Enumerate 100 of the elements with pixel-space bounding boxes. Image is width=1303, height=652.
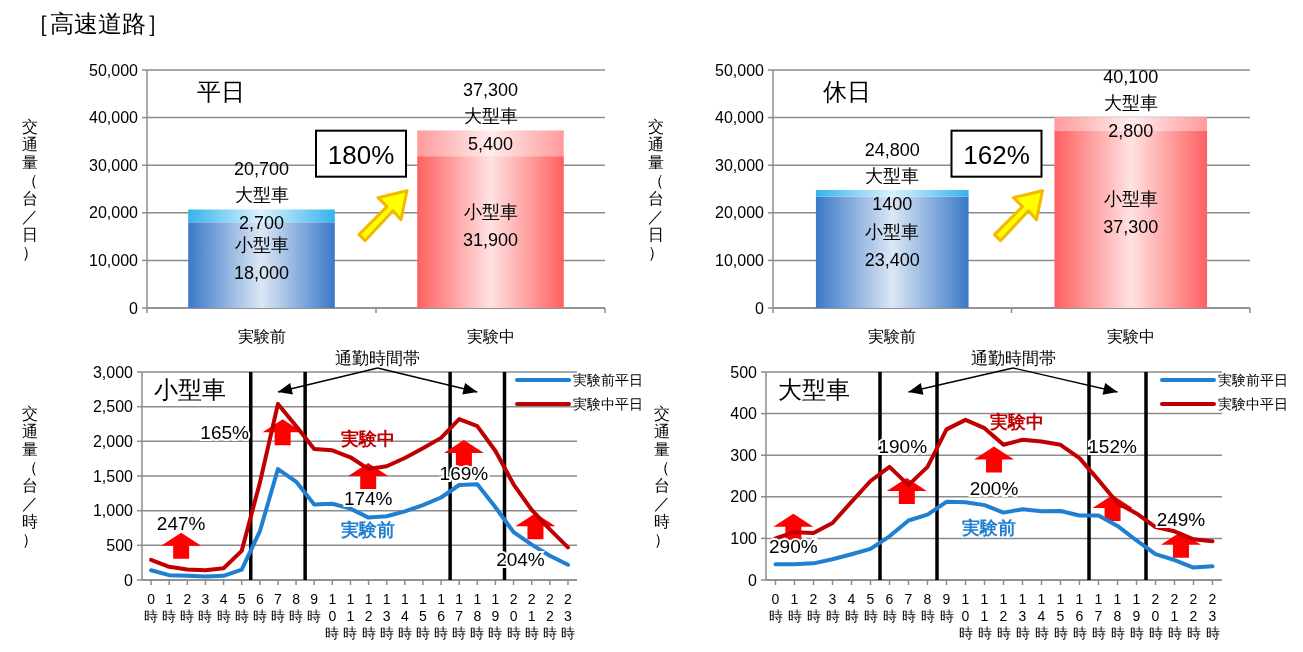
x-tick-label: 13時 [379, 591, 394, 641]
x-tick-label: 1時 [162, 591, 177, 624]
data-label: 23,400 [864, 250, 920, 271]
x-tick-label: 2時 [806, 591, 821, 624]
x-tick-label: 22時 [542, 591, 557, 641]
annotation: 実験中 [988, 411, 1044, 432]
y-axis-title: 交通量（台／時） [22, 404, 38, 548]
x-tick-label: 実験前 [868, 328, 917, 345]
x-tick-label: 19時 [488, 591, 503, 641]
text: ［高速道路］ [26, 10, 170, 37]
x-tick-label: 18時 [1110, 591, 1125, 641]
x-tick-label: 9時 [307, 591, 322, 624]
text: 小型車 [463, 202, 518, 223]
y-tick-label: 20,000 [89, 204, 139, 222]
chart-title: 休日 [823, 78, 871, 105]
annotation: 実験中 [340, 428, 396, 449]
y-tick-label: 100 [730, 529, 758, 547]
y-tick-label: 0 [129, 299, 139, 317]
annotation: 162% [963, 139, 1030, 170]
x-tick-label: 21時 [524, 591, 539, 641]
x-tick-label: 0時 [144, 591, 159, 624]
x-tick-label: 10時 [325, 591, 340, 641]
annotation: 249% [1156, 509, 1206, 531]
x-tick-label: 21時 [1167, 591, 1182, 641]
y-tick-label: 0 [124, 571, 134, 589]
x-tick-label: 16時 [1072, 591, 1087, 641]
x-tick-label: 18時 [470, 591, 485, 641]
text: 通勤時間帯 [970, 349, 1056, 368]
x-tick-label: 15時 [1053, 591, 1068, 641]
data-label: 18,000 [233, 263, 290, 284]
y-tick-label: 30,000 [89, 156, 139, 174]
x-tick-label: 11時 [343, 591, 358, 641]
x-tick-label: 3時 [198, 591, 213, 624]
data-label: 2,700 [238, 213, 285, 234]
x-tick-label: 20時 [1148, 591, 1163, 641]
series-label: 大型車 [463, 106, 518, 127]
y-tick-label: 200 [730, 488, 758, 506]
x-tick-label: 22時 [1186, 591, 1201, 641]
text: 大型車 [234, 185, 289, 206]
x-tick-label: 23時 [1205, 591, 1220, 641]
x-tick-label: 5時 [863, 591, 878, 624]
x-tick-label: 実験中 [1106, 328, 1155, 345]
legend-label: 実験中平日 [573, 396, 643, 412]
series-label: 大型車 [865, 165, 920, 186]
legend-label: 実験中平日 [1218, 396, 1288, 412]
y-tick-label: 2,000 [92, 432, 134, 450]
annotation: 290% [769, 536, 818, 558]
y-tick-label: 3,000 [92, 363, 134, 381]
x-tick-label: 1時 [787, 591, 802, 624]
x-tick-label: 4時 [844, 591, 859, 624]
y-tick-label: 300 [730, 446, 758, 464]
x-tick-label: 4時 [216, 591, 231, 624]
x-tick-label: 14時 [397, 591, 412, 641]
x-tick-label: 13時 [1015, 591, 1030, 641]
y-tick-label: 50,000 [89, 61, 139, 79]
annotation: 180% [327, 139, 395, 170]
y-tick-label: 30,000 [715, 156, 765, 174]
y-tick-label: 20,000 [715, 204, 765, 222]
x-tick-label: 8時 [920, 591, 935, 624]
chart-title: 大型車 [778, 376, 850, 403]
x-tick-label: 3時 [825, 591, 840, 624]
x-tick-label: 2時 [180, 591, 195, 624]
x-tick-label: 7時 [270, 591, 285, 624]
y-tick-label: 400 [730, 405, 758, 423]
text: 小型車 [1103, 189, 1158, 210]
x-tick-label: 6時 [252, 591, 267, 624]
annotation: 実験前 [961, 518, 1017, 538]
y-tick-label: 40,000 [715, 109, 765, 127]
y-axis-title: 交通量（台／時） [654, 404, 670, 548]
text: 大型車 [1103, 93, 1158, 114]
chart-title: 平日 [197, 78, 245, 105]
y-tick-label: 0 [748, 571, 758, 589]
x-tick-label: 11時 [977, 591, 992, 641]
x-tick-label: 7時 [901, 591, 916, 624]
legend-label: 実験前平日 [1218, 372, 1288, 388]
annotation: 174% [343, 488, 393, 510]
y-axis-title: 交通量（台／日） [648, 117, 664, 261]
total-label: 37,300 [462, 80, 519, 101]
data-label: 37,300 [1103, 217, 1159, 238]
x-tick-label: 実験前 [237, 328, 286, 345]
x-tick-label: 19時 [1129, 591, 1144, 641]
y-tick-label: 10,000 [89, 251, 139, 269]
series-label: 小型車 [865, 222, 920, 243]
x-tick-label: 16時 [434, 591, 449, 641]
annotation: 200% [969, 477, 1019, 499]
x-tick-label: 14時 [1034, 591, 1049, 641]
total-label: 20,700 [233, 159, 290, 180]
x-tick-label: 5時 [234, 591, 249, 624]
x-tick-label: 実験中 [466, 328, 515, 345]
chart-title: 小型車 [154, 376, 226, 403]
data-label: 1400 [872, 193, 913, 214]
x-tick-label: 12時 [361, 591, 376, 641]
y-tick-label: 2,500 [92, 398, 134, 416]
y-tick-label: 500 [106, 536, 134, 554]
y-tick-label: 500 [730, 363, 758, 381]
y-tick-label: 0 [755, 299, 765, 317]
x-tick-label: 8時 [289, 591, 304, 624]
y-tick-label: 50,000 [715, 61, 765, 79]
annotation: 247% [156, 513, 206, 535]
x-tick-label: 10時 [958, 591, 973, 641]
